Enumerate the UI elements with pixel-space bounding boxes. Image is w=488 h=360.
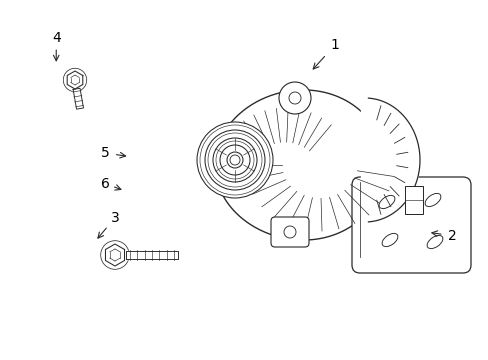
Circle shape [229, 155, 240, 165]
Circle shape [288, 92, 301, 104]
Circle shape [284, 226, 295, 238]
Bar [404, 186, 422, 214]
Text: 1: 1 [330, 38, 339, 52]
Text: 4: 4 [52, 31, 61, 45]
Text: 6: 6 [101, 177, 109, 190]
Ellipse shape [426, 235, 442, 249]
Text: 2: 2 [447, 229, 456, 243]
Polygon shape [126, 251, 178, 259]
Text: 5: 5 [101, 146, 109, 160]
Polygon shape [73, 88, 83, 109]
Circle shape [213, 138, 257, 182]
Circle shape [279, 82, 310, 114]
Polygon shape [105, 244, 124, 266]
FancyBboxPatch shape [351, 177, 470, 273]
Ellipse shape [381, 233, 397, 247]
Circle shape [204, 130, 264, 190]
Polygon shape [215, 90, 384, 240]
Circle shape [226, 152, 243, 168]
Circle shape [220, 145, 249, 175]
Circle shape [101, 241, 129, 269]
Circle shape [63, 68, 86, 92]
Polygon shape [361, 98, 419, 222]
Ellipse shape [378, 195, 394, 208]
Polygon shape [67, 71, 82, 89]
Ellipse shape [424, 193, 440, 207]
Circle shape [197, 122, 272, 198]
FancyBboxPatch shape [270, 217, 308, 247]
Text: 3: 3 [110, 211, 119, 225]
